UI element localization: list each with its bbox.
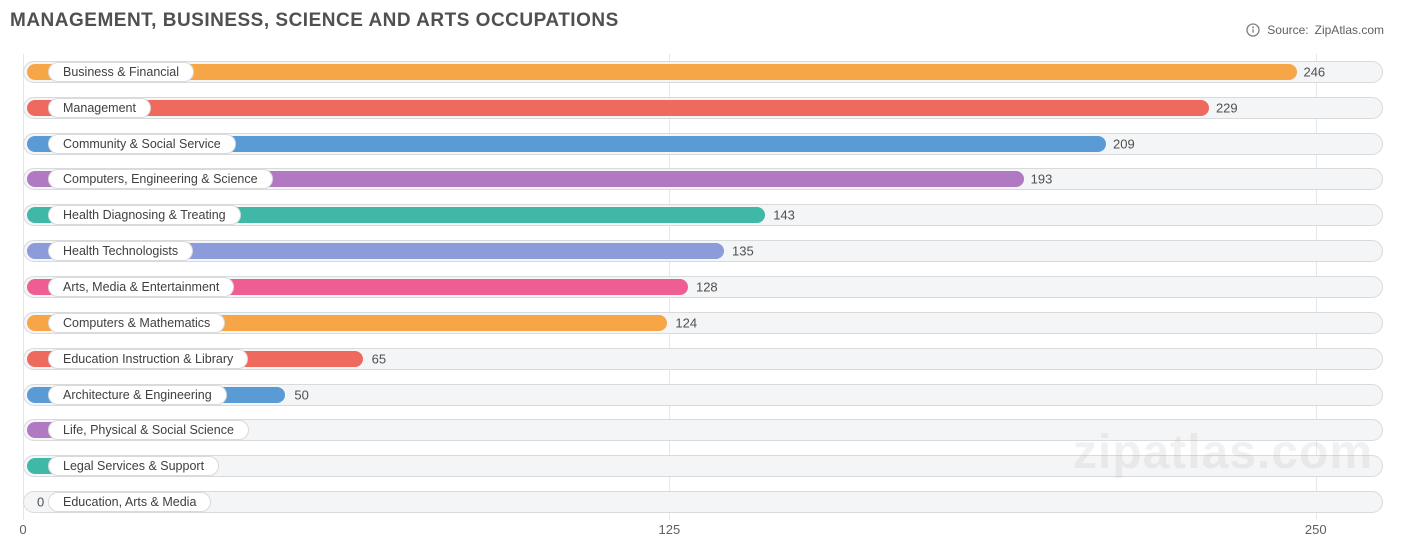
- bar-value-label: 135: [732, 244, 754, 259]
- bar-category-label: Education, Arts & Media: [48, 492, 211, 512]
- chart-bars: Business & Financial 246 Management 229 Comm…: [15, 54, 1391, 520]
- bar-row: Management 229: [15, 95, 1391, 121]
- bar-row: Arts, Media & Entertainment 128: [15, 274, 1391, 300]
- source-attribution: Source: ZipAtlas.com: [1245, 22, 1384, 38]
- bar-category-label: Life, Physical & Social Science: [48, 420, 249, 440]
- bar-row: Education Instruction & Library 65: [15, 346, 1391, 372]
- bar-row: Health Technologists 135: [15, 238, 1391, 264]
- bar-value-label: 193: [1031, 172, 1053, 187]
- x-axis: 0 125 250: [15, 522, 1391, 542]
- chart-container: MANAGEMENT, BUSINESS, SCIENCE AND ARTS O…: [10, 10, 1396, 548]
- bar-track: Life, Physical & Social Science19: [23, 419, 1383, 441]
- x-axis-tick: 0: [19, 522, 26, 537]
- bar-category-label: Architecture & Engineering: [48, 385, 227, 405]
- bar-value-label: 143: [773, 208, 795, 223]
- chart-plot-area: Business & Financial 246 Management 229 Comm…: [15, 54, 1391, 520]
- bar-category-label: Arts, Media & Entertainment: [48, 277, 234, 297]
- bar-fill: [27, 64, 1297, 80]
- bar-track: Education, Arts & Media 0: [23, 491, 1383, 513]
- bar-fill: [27, 100, 1209, 116]
- bar-track: Education Instruction & Library 65: [23, 348, 1383, 370]
- bar-row: Health Diagnosing & Treating 143: [15, 202, 1391, 228]
- bar-row: Business & Financial 246: [15, 59, 1391, 85]
- x-axis-tick: 125: [659, 522, 681, 537]
- bar-category-label: Community & Social Service: [48, 134, 236, 154]
- bar-track: Legal Services & Support16: [23, 455, 1383, 477]
- bar-track: Management 229: [23, 97, 1383, 119]
- bar-track: Business & Financial 246: [23, 61, 1383, 83]
- bar-row: Computers & Mathematics 124: [15, 310, 1391, 336]
- bar-category-label: Health Diagnosing & Treating: [48, 205, 241, 225]
- x-axis-tick: 250: [1305, 522, 1327, 537]
- bar-value-label: 229: [1216, 100, 1238, 115]
- bar-category-label: Legal Services & Support: [48, 456, 219, 476]
- bar-value-label: 209: [1113, 136, 1135, 151]
- source-name: ZipAtlas.com: [1315, 23, 1384, 37]
- bar-category-label: Business & Financial: [48, 62, 194, 82]
- bar-track: Community & Social Service 209: [23, 133, 1383, 155]
- chart-title: MANAGEMENT, BUSINESS, SCIENCE AND ARTS O…: [10, 10, 1396, 32]
- bar-category-label: Computers & Mathematics: [48, 313, 225, 333]
- bar-row: Legal Services & Support16: [15, 453, 1391, 479]
- bar-row: Life, Physical & Social Science19: [15, 417, 1391, 443]
- bar-category-label: Health Technologists: [48, 241, 193, 261]
- bar-row: Education, Arts & Media 0: [15, 489, 1391, 515]
- bar-track: Computers & Mathematics 124: [23, 312, 1383, 334]
- bar-value-label: 0: [37, 495, 44, 510]
- bar-value-label: 246: [1303, 64, 1325, 79]
- bar-track: Architecture & Engineering 50: [23, 384, 1383, 406]
- info-icon: [1245, 22, 1261, 38]
- bar-row: Community & Social Service 209: [15, 131, 1391, 157]
- bar-value-label: 50: [294, 387, 308, 402]
- bar-category-label: Management: [48, 98, 151, 118]
- bar-row: Computers, Engineering & Science 193: [15, 166, 1391, 192]
- bar-value-label: 124: [675, 315, 697, 330]
- bar-row: Architecture & Engineering 50: [15, 382, 1391, 408]
- bar-value-label: 128: [696, 279, 718, 294]
- bar-track: Computers, Engineering & Science 193: [23, 168, 1383, 190]
- bar-category-label: Computers, Engineering & Science: [48, 169, 273, 189]
- bar-category-label: Education Instruction & Library: [48, 349, 248, 369]
- bar-value-label: 65: [372, 351, 386, 366]
- bar-track: Health Diagnosing & Treating 143: [23, 204, 1383, 226]
- source-label: Source:: [1267, 23, 1308, 37]
- bar-track: Arts, Media & Entertainment 128: [23, 276, 1383, 298]
- bar-track: Health Technologists 135: [23, 240, 1383, 262]
